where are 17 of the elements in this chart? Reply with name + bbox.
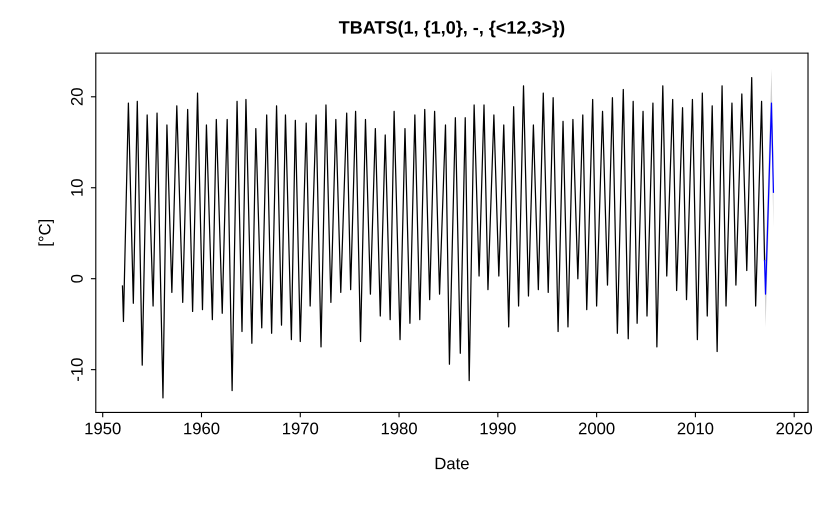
y-tick-label: 0 xyxy=(70,274,83,283)
y-tick-label: 10 xyxy=(70,179,83,196)
chart-title: TBATS(1, {1,0}, -, {<12,3>}) xyxy=(338,20,564,38)
x-tick-label: 2010 xyxy=(678,422,714,434)
x-tick-label: 1990 xyxy=(480,422,516,434)
y-tick-label: 20 xyxy=(70,88,83,106)
x-tick-label: 1980 xyxy=(382,422,417,434)
y-axis-title: [°C] xyxy=(38,220,54,246)
x-tick-label: 1960 xyxy=(184,422,220,434)
x-tick-label: 1950 xyxy=(85,422,121,434)
line-series xyxy=(764,102,774,295)
y-tick-label: -10 xyxy=(70,358,83,381)
x-axis-title: Date xyxy=(436,458,469,470)
x-tick-label: 2020 xyxy=(776,422,812,434)
line-series xyxy=(122,77,766,398)
x-tick-label: 1970 xyxy=(283,422,318,434)
x-tick-label: 2000 xyxy=(578,422,615,434)
